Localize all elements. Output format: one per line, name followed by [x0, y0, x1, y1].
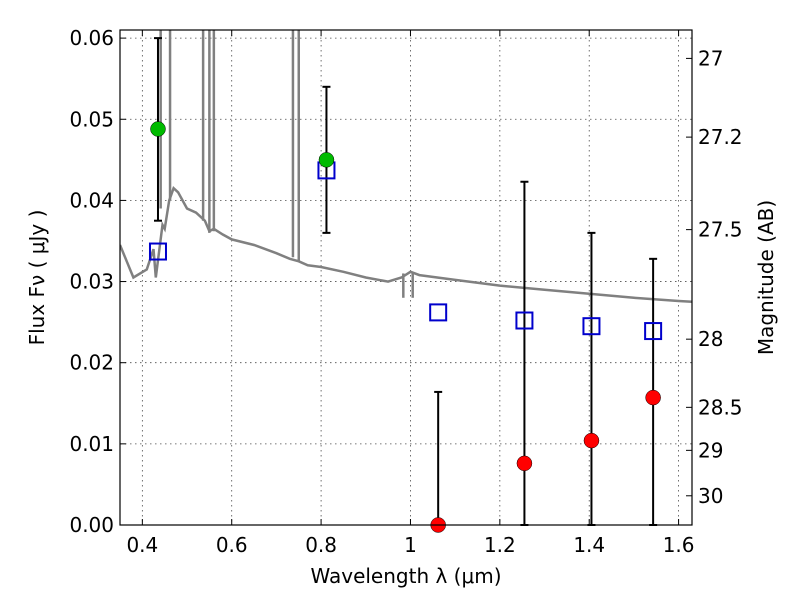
spectrum-line [120, 186, 692, 304]
x-tick-label: 0.8 [305, 533, 337, 557]
model-band-square [429, 303, 448, 322]
plot-frame [119, 29, 693, 526]
markers [148, 121, 663, 533]
y-tick-label: 0.02 [69, 351, 114, 375]
x-axis-title: Wavelength λ (μm) [310, 564, 501, 588]
y-tick-label: 0.00 [69, 513, 114, 537]
model-spectrum [120, 30, 692, 304]
x-tick-label: 1.6 [663, 533, 695, 557]
x-tick-label: 0.6 [216, 533, 248, 557]
upper-limit-point [645, 389, 661, 406]
ticks: 0.4 0.6 0.8 1 1.2 1.4 1.6 0.00 0.01 0.02 0.03 0.04 0… [69, 26, 742, 557]
detection-point [150, 121, 166, 137]
y-tick-label: 0.05 [69, 107, 114, 131]
y-right-tick-label: 27.2 [698, 125, 743, 149]
y-right-tick-label: 27 [698, 46, 723, 70]
model-band-square [515, 311, 534, 330]
y-tick-label: 0.04 [69, 188, 114, 212]
y-right-tick-label: 28.5 [698, 395, 743, 419]
y-right-tick-label: 30 [698, 484, 723, 508]
y-tick-label: 0.03 [69, 270, 114, 294]
upper-limit-point [516, 455, 533, 472]
x-tick-label: 1 [404, 533, 417, 557]
model-band-square [582, 317, 601, 336]
x-tick-label: 0.4 [126, 533, 158, 557]
y-right-tick-label: 28 [698, 327, 723, 351]
model-band-square [148, 242, 167, 261]
y-axis-title-right: Magnitude (AB) [754, 200, 778, 355]
y-axis-title-left: Flux Fν ( μJy ) [25, 210, 49, 346]
y-tick-label: 0.01 [69, 432, 114, 456]
model-band-square [644, 322, 663, 341]
x-tick-label: 1.4 [573, 533, 605, 557]
y-tick-label: 0.06 [69, 26, 114, 50]
y-right-tick-label: 29 [698, 438, 723, 462]
upper-limit-point [583, 432, 600, 449]
detection-point [318, 152, 335, 168]
x-tick-label: 1.2 [484, 533, 516, 557]
y-right-tick-label: 27.5 [698, 218, 743, 242]
grid [120, 30, 692, 526]
